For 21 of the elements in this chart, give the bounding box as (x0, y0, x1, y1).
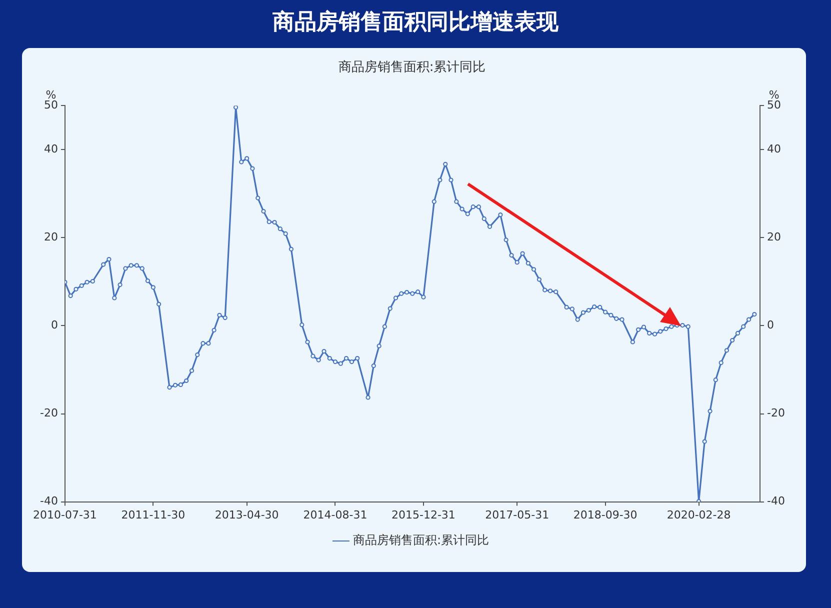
x-tick-label: 2015-12-31 (391, 508, 456, 522)
x-tick-label: 2011-11-30 (121, 508, 186, 522)
y2-tick-label: -20 (767, 406, 785, 420)
x-tick-label: 2014-08-31 (303, 508, 368, 522)
x-tick-label: 2017-05-31 (485, 508, 550, 522)
chart-title: 商品房销售面积同比增速表现 (272, 8, 560, 37)
y2-tick-label: 0 (767, 318, 774, 332)
chart-subtitle: 商品房销售面积:累计同比 (338, 59, 486, 76)
y-tick-label: 0 (50, 318, 58, 332)
y-tick-label: -20 (40, 406, 58, 420)
y-tick-label: 20 (44, 230, 58, 244)
y-tick-label: 40 (44, 142, 58, 156)
x-tick-label: 2010-07-31 (32, 508, 97, 522)
y2-tick-label: 20 (767, 230, 782, 244)
x-tick-label: 2020-02-28 (666, 508, 731, 522)
x-tick-label: 2013-04-30 (214, 508, 279, 522)
x-tick-label: 2018-09-30 (573, 508, 638, 522)
y2-tick-label: 40 (767, 142, 782, 156)
y2-tick-label: -40 (767, 494, 785, 508)
legend-label: 商品房销售面积:累计同比 (352, 533, 490, 548)
y-tick-label: -40 (40, 494, 58, 508)
